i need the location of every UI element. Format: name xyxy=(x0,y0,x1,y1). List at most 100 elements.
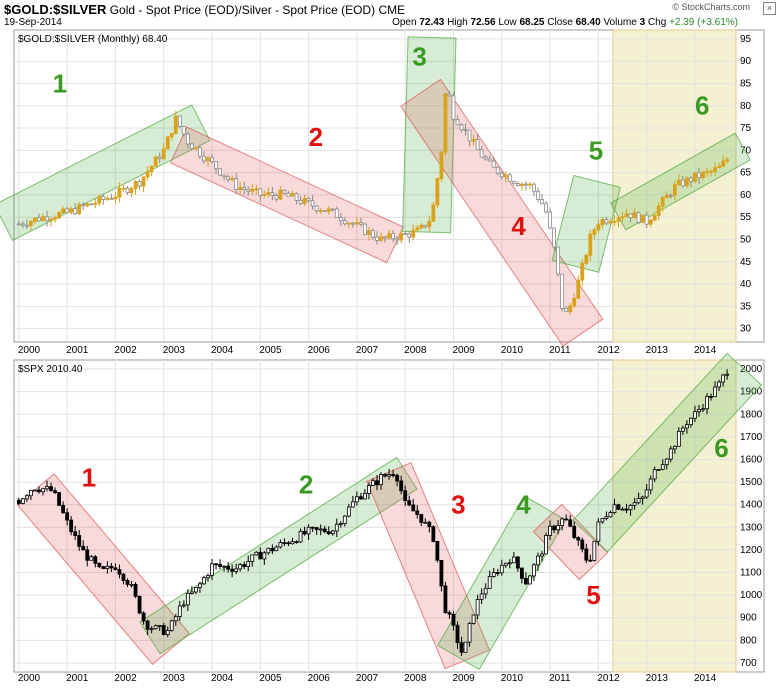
spx-candle-body xyxy=(443,585,448,613)
ratio-candle-body xyxy=(342,220,347,225)
spx-wave-label-1: 1 xyxy=(82,463,96,493)
volume-value: 3 xyxy=(639,17,646,28)
ratio-candle-body xyxy=(411,229,416,238)
close-icon[interactable]: × xyxy=(763,2,776,15)
spx-y-tick-label: 2000 xyxy=(740,364,763,375)
ratio-candle-body xyxy=(636,212,641,223)
ratio-candle-body xyxy=(318,210,323,213)
volume-label: Volume xyxy=(603,17,637,28)
ratio-candle-body xyxy=(242,187,247,190)
spx-candle-body xyxy=(676,430,681,447)
ratio-candle-body xyxy=(161,148,166,160)
ratio-candle-body xyxy=(185,133,190,145)
spx-y-tick-label: 700 xyxy=(740,658,757,669)
ratio-candle-body xyxy=(314,205,319,212)
spx-candle-body xyxy=(411,504,416,512)
ratio-candle-body xyxy=(73,208,78,215)
ratio-candle-body xyxy=(515,182,520,187)
spx-candle-body xyxy=(314,527,319,530)
ratio-candle-body xyxy=(330,208,335,211)
spx-candle-body xyxy=(427,521,432,528)
spx-candle-body xyxy=(648,478,653,491)
ratio-candle-body xyxy=(109,197,114,200)
spx-candle-body xyxy=(693,411,697,419)
ratio-y-tick-label: 30 xyxy=(740,324,752,335)
spx-candle-body xyxy=(668,448,673,460)
ratio-candle-body xyxy=(552,227,556,248)
ratio-candle-body xyxy=(41,216,45,222)
ratio-candle-body xyxy=(399,233,404,241)
ratio-x-tick-label: 2008 xyxy=(404,345,427,356)
ratio-wave-label-4: 4 xyxy=(511,211,526,241)
ratio-candle-body xyxy=(222,174,226,178)
spx-candle-body xyxy=(101,566,106,569)
ratio-candle-body xyxy=(89,203,94,206)
spx-panel-title: $SPX 2010.40 xyxy=(18,364,83,375)
spx-candle-body xyxy=(540,553,544,557)
ratio-candle-body xyxy=(363,223,367,235)
spx-candle-body xyxy=(73,531,78,536)
spx-candle-body xyxy=(395,474,400,482)
spx-candle-body xyxy=(133,583,138,597)
spx-y-tick-label: 1900 xyxy=(740,387,763,398)
ratio-candle-body xyxy=(507,174,512,182)
ratio-y-tick-label: 50 xyxy=(740,234,752,245)
ratio-candle-body xyxy=(129,188,134,194)
spx-candle-body xyxy=(459,642,464,653)
ratio-candle-body xyxy=(194,147,198,150)
spx-candle-body xyxy=(258,551,263,560)
spx-x-tick-label: 2006 xyxy=(308,673,331,684)
spx-candle-body xyxy=(350,501,355,508)
ratio-y-tick-label: 80 xyxy=(740,101,752,112)
ratio-candle-body xyxy=(206,157,210,162)
spx-candle-body xyxy=(487,576,492,589)
ratio-candle-body xyxy=(713,167,717,172)
ratio-candle-body xyxy=(101,196,106,200)
spx-candle-body xyxy=(61,504,65,514)
ratio-y-tick-label: 90 xyxy=(740,56,752,67)
ratio-candle-body xyxy=(644,214,649,225)
close-label: Close xyxy=(547,17,573,28)
ratio-candle-body xyxy=(668,194,673,197)
spx-y-tick-label: 1300 xyxy=(740,522,763,533)
ratio-channel-5 xyxy=(551,174,621,273)
spx-x-tick-label: 2008 xyxy=(404,673,427,684)
ratio-candle-body xyxy=(49,218,53,222)
spx-candle-body xyxy=(491,572,496,577)
spx-candle-body xyxy=(399,480,404,492)
spx-y-tick-label: 1100 xyxy=(740,568,762,579)
spx-candle-body xyxy=(185,592,190,606)
ratio-x-tick-label: 2000 xyxy=(18,345,41,356)
spx-wave-label-2: 2 xyxy=(299,469,313,499)
ratio-candle-body xyxy=(604,219,609,224)
spx-candle-body xyxy=(371,480,375,486)
ratio-candle-body xyxy=(266,192,271,195)
ratio-channel-1 xyxy=(0,104,211,242)
ratio-candle-body xyxy=(697,172,701,178)
spx-candle-body xyxy=(685,424,689,429)
ratio-candle-body xyxy=(544,203,548,213)
ratio-candle-body xyxy=(705,171,709,173)
spx-candle-body xyxy=(624,508,629,511)
ratio-candle-body xyxy=(24,224,29,227)
spx-candle-body xyxy=(713,386,717,398)
ratio-candle-body xyxy=(69,208,74,213)
spx-candle-body xyxy=(407,500,412,506)
ratio-candle-body xyxy=(334,208,339,218)
spx-candle-body xyxy=(375,480,379,486)
close-value: 68.40 xyxy=(575,17,601,28)
ratio-x-tick-label: 2005 xyxy=(259,345,282,356)
ratio-candle-body xyxy=(648,219,653,225)
spx-candle-body xyxy=(524,577,528,585)
ratio-candle-body xyxy=(685,177,689,187)
ratio-candle-body xyxy=(338,217,343,222)
ratio-candle-body xyxy=(632,212,637,219)
ratio-candle-body xyxy=(680,179,685,187)
spx-candle-body xyxy=(588,559,593,562)
ratio-candle-body xyxy=(524,183,528,186)
spx-candle-body xyxy=(169,620,174,631)
spx-candle-body xyxy=(77,535,82,547)
ratio-candle-body xyxy=(350,222,355,225)
ratio-wave-label-1: 1 xyxy=(53,68,67,98)
spx-candle-body xyxy=(33,489,37,492)
